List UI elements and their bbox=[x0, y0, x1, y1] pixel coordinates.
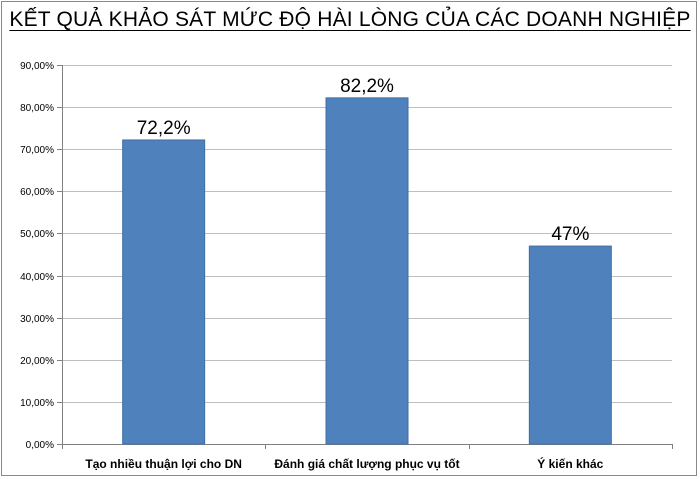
y-tick-label: 10,00% bbox=[20, 398, 54, 409]
x-tick-labels: Tạo nhiều thuận lợi cho DN Đánh giá chất … bbox=[85, 456, 603, 471]
y-tick-label: 30,00% bbox=[20, 314, 54, 325]
y-tick-label: 0,00% bbox=[26, 440, 54, 451]
data-label: 72,2% bbox=[137, 118, 191, 139]
bars bbox=[122, 97, 612, 445]
y-tick-label: 80,00% bbox=[20, 103, 54, 114]
x-tick-label: Ý kiến khác bbox=[537, 456, 603, 471]
x-tick-label: Đánh giá chất lượng phục vụ tốt bbox=[274, 457, 459, 471]
bar bbox=[325, 97, 409, 445]
data-labels: 72,2% 82,2% 47% bbox=[137, 76, 590, 245]
y-tick-label: 70,00% bbox=[20, 145, 54, 156]
x-tick-label: Tạo nhiều thuận lợi cho DN bbox=[85, 457, 242, 471]
data-label: 47% bbox=[551, 224, 589, 245]
y-tick-label: 60,00% bbox=[20, 187, 54, 198]
bar bbox=[122, 139, 206, 445]
y-tick-label: 50,00% bbox=[20, 229, 54, 240]
y-tick-label: 90,00% bbox=[20, 61, 54, 72]
y-tick-label: 40,00% bbox=[20, 272, 54, 283]
data-label: 82,2% bbox=[340, 76, 394, 97]
y-tick-label: 20,00% bbox=[20, 356, 54, 367]
y-tick-labels: 0,00% 10,00% 20,00% 30,00% 40,00% 50,00% 60,00… bbox=[20, 61, 54, 451]
chart-title: KẾT QUẢ KHẢO SÁT MỨC ĐỘ HÀI LÒNG CỦA CÁC… bbox=[9, 8, 691, 31]
bar bbox=[528, 245, 612, 445]
